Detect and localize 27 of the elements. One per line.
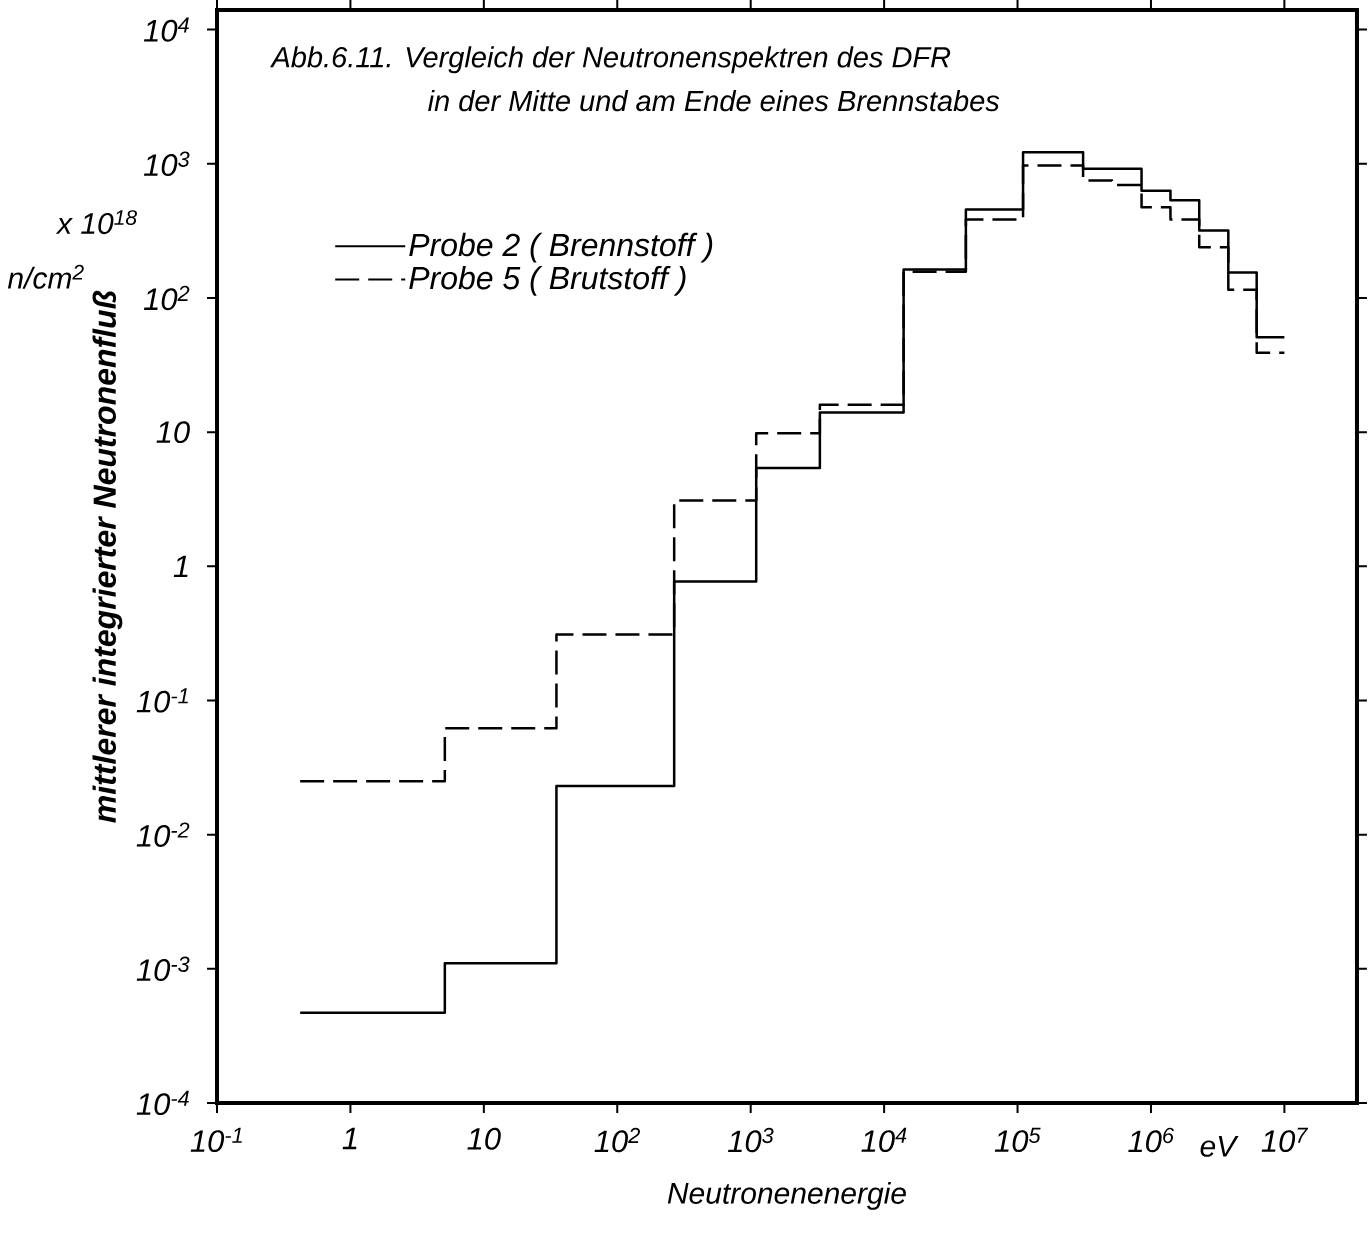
y-tick-label: 10$^{-2}$ (136, 822, 190, 847)
y-tick-label: 1 (173, 555, 188, 577)
legend-label: Probe 2 ( Brennstoff ) (409, 232, 713, 263)
x-tick-label: 10 (467, 1127, 501, 1150)
y-axis-title: mittlerer integrierter Neutronenfluß (92, 290, 123, 823)
x-tick-label: 10$^{-1}$ (190, 1127, 242, 1153)
y-tick-label: 10 (156, 421, 190, 444)
x-tick-label: 10$^{5}$ (994, 1127, 1041, 1153)
text: Abb.6.11. Vergleich der Neutronenspektren des DFR (270, 46, 951, 74)
y-tick-label: 10$^{-1}$ (136, 688, 188, 713)
x-axis-title: Neutronenenergie (667, 1181, 906, 1210)
x-tick-label: 10$^{2}$ (594, 1127, 640, 1153)
text: eV (1200, 1135, 1239, 1157)
text: n/cm$^{2}$ (7, 264, 84, 289)
x-tick-label: 10$^{7}$ (1261, 1127, 1309, 1153)
y-tick-label: 10$^{3}$ (143, 151, 190, 177)
x-tick-label: 10$^{6}$ (1128, 1127, 1174, 1153)
text: in der Mitte und am Ende eines Brennstabes (428, 89, 1000, 112)
y-tick-label: 10$^{4}$ (143, 17, 189, 42)
y-tick-label: 10$^{-3}$ (136, 956, 190, 982)
y-tick-label: 10$^{-4}$ (136, 1090, 189, 1116)
x-tick-label: 10$^{4}$ (861, 1127, 907, 1153)
text: x 10$^{18}$ (55, 210, 137, 235)
y-tick-label: 10$^{2}$ (143, 285, 190, 311)
x-tick-label: 1 (342, 1127, 357, 1150)
x-tick-label: 10$^{3}$ (727, 1127, 774, 1153)
legend-label: Probe 5 ( Brutstoff ) (409, 265, 686, 296)
